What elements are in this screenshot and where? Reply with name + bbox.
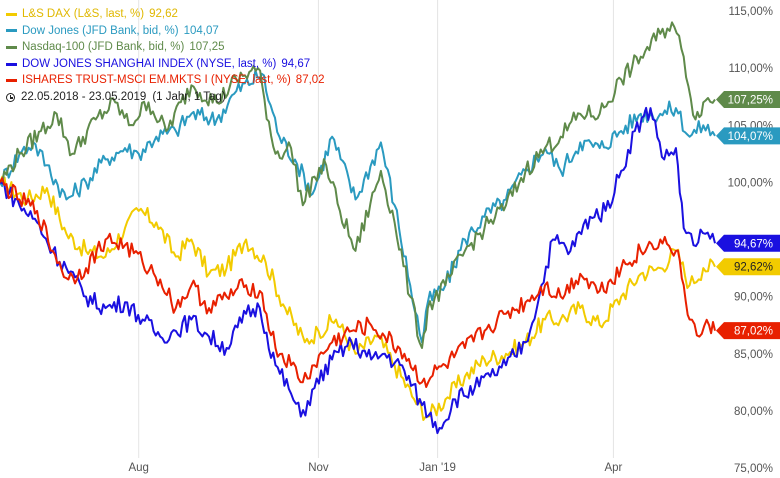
y-tick-label: 80,00% xyxy=(734,406,773,418)
legend-swatch-nasdaq xyxy=(6,45,17,49)
legend-item-msci-em[interactable]: ISHARES TRUST-MSCI EM.MKTS I (NYSE, last… xyxy=(6,72,325,89)
legend-label-dax: L&S DAX (L&S, last, %) xyxy=(22,8,145,20)
legend-swatch-msci-em xyxy=(6,79,17,83)
legend-swatch-shanghai xyxy=(6,62,17,66)
legend-value-nasdaq: 107,25 xyxy=(189,41,225,54)
y-tick-label: 110,00% xyxy=(728,63,773,75)
legend-value-shanghai: 94,67 xyxy=(281,57,311,70)
last-value-tag-bg xyxy=(716,127,780,145)
legend-label-nasdaq: Nasdaq-100 (JFD Bank, bid, %) xyxy=(22,41,185,54)
series-line xyxy=(0,106,716,435)
x-tick-label: Aug xyxy=(128,462,148,474)
y-tick-label: 100,00% xyxy=(728,177,773,189)
legend-item-dow-jones[interactable]: Dow Jones (JFD Bank, bid, %) 104,07 xyxy=(6,23,325,40)
clock-icon xyxy=(6,92,15,102)
last-value-tag-bg xyxy=(716,234,780,252)
last-value-tag: 94,67% xyxy=(716,234,780,252)
legend-item-shanghai[interactable]: DOW JONES SHANGHAI INDEX (NYSE, last, %)… xyxy=(6,56,325,73)
x-tick-label: Apr xyxy=(604,462,622,474)
last-value-tag: 92,62% xyxy=(716,258,780,276)
period-row: 22.05.2018 - 23.05.2019 (1 Jahr, 1 Tag) xyxy=(6,89,325,106)
last-value-tag-label: 87,02% xyxy=(734,326,773,338)
legend-swatch-dow-jones xyxy=(6,29,17,33)
last-value-tag-label: 104,07% xyxy=(728,131,773,143)
legend-swatch-dax xyxy=(6,12,17,16)
last-value-tag-label: 92,62% xyxy=(734,262,773,274)
series-line xyxy=(0,21,716,349)
period-range: 22.05.2018 - 23.05.2019 xyxy=(21,90,147,103)
series-line xyxy=(0,175,716,421)
x-tick-label: Jan '19 xyxy=(419,462,456,474)
last-value-tag-label: 107,25% xyxy=(728,95,773,107)
legend-value-msci-em: 87,02 xyxy=(295,74,325,87)
y-tick-label: 75,00% xyxy=(734,463,773,475)
legend-label-dow-jones: Dow Jones (JFD Bank, bid, %) xyxy=(22,24,179,37)
last-value-tags: 92,62% 104,07% 107,25% 94,67% 87,02% xyxy=(716,91,780,340)
legend-label-msci-em: ISHARES TRUST-MSCI EM.MKTS I (NYSE, last… xyxy=(22,74,291,87)
last-value-tag-bg xyxy=(716,322,780,340)
legend-value-dow-jones: 104,07 xyxy=(183,24,219,37)
last-value-tag: 104,07% xyxy=(716,127,780,145)
y-tick-label: 90,00% xyxy=(734,292,773,304)
last-value-tag-bg xyxy=(716,258,780,276)
y-tick-label: 85,00% xyxy=(734,349,773,361)
legend: L&S DAX (L&S, last, %) 92,62 Dow Jones (… xyxy=(6,6,325,106)
last-value-tag-bg xyxy=(716,91,780,109)
legend-item-dax[interactable]: L&S DAX (L&S, last, %) 92,62 xyxy=(6,6,325,23)
legend-item-nasdaq[interactable]: Nasdaq-100 (JFD Bank, bid, %) 107,25 xyxy=(6,39,325,56)
series-line xyxy=(0,177,716,388)
last-value-tag: 107,25% xyxy=(716,91,780,109)
period-note: (1 Jahr, 1 Tag) xyxy=(152,90,226,103)
series-line xyxy=(0,69,716,344)
legend-value-dax: 92,62 xyxy=(149,8,178,20)
last-value-tag: 87,02% xyxy=(716,322,780,340)
legend-label-shanghai: DOW JONES SHANGHAI INDEX (NYSE, last, %) xyxy=(22,57,277,70)
x-tick-label: Nov xyxy=(308,462,329,474)
y-tick-label: 115,00% xyxy=(728,6,773,18)
series-lines xyxy=(0,21,716,435)
last-value-tag-label: 94,67% xyxy=(734,238,773,250)
